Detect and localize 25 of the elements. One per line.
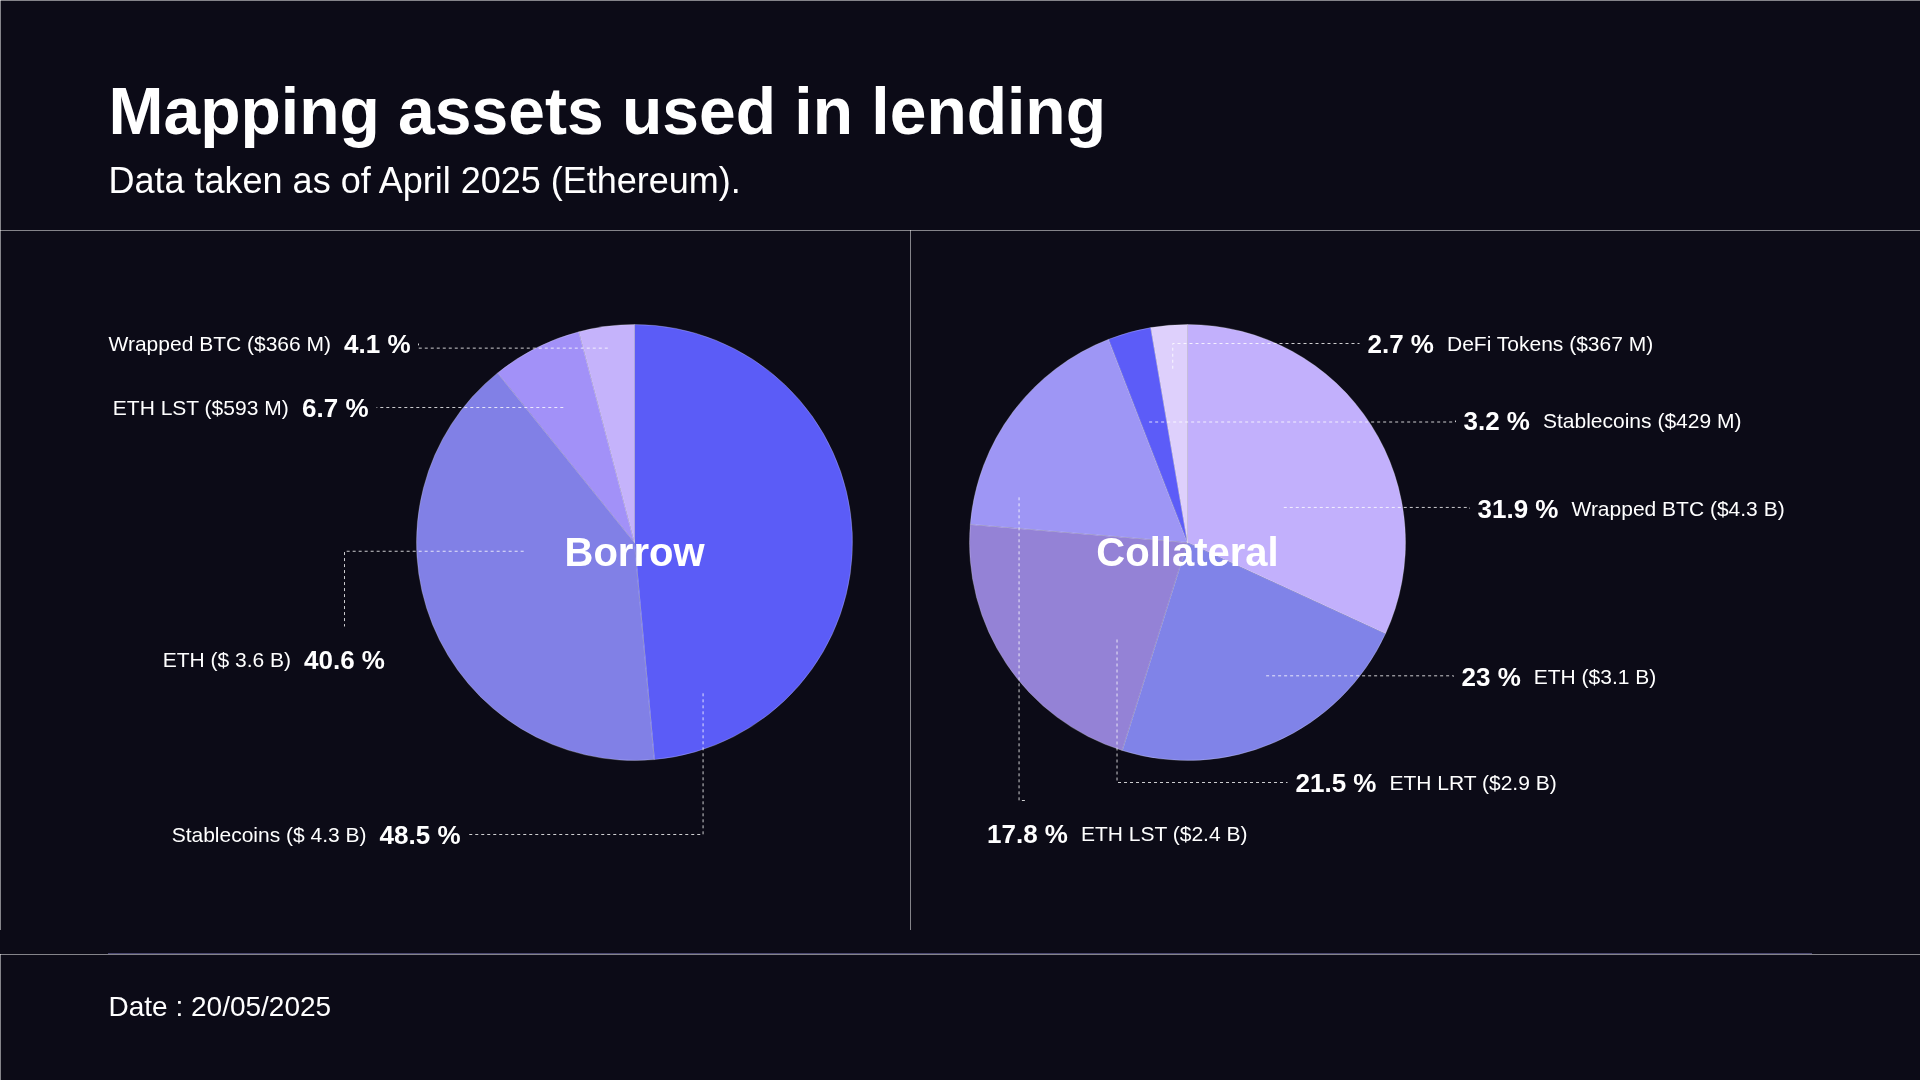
slice-label: Stablecoins ($429 M) (1542, 409, 1742, 432)
data-label: 6.7 % (302, 392, 369, 423)
data-label: 48.5 % (379, 819, 461, 850)
data-label: 2.7 % (1367, 328, 1434, 359)
slice-label: Wrapped BTC ($4.3 B) (1571, 497, 1785, 520)
data-label: 40.6 % (304, 644, 385, 675)
text: Data taken as of April 2025 (Ethereum). (108, 160, 741, 201)
text: Date : 20/05/2025 (108, 991, 332, 1022)
slice-label: DeFi Tokens ($367 M) (1446, 332, 1654, 355)
slice-label: ETH LST ($2.4 B) (1080, 822, 1248, 845)
slice-label: ETH LST ($593 M) (112, 396, 289, 419)
slice-label: Stablecoins ($ 4.3 B) (171, 823, 367, 846)
slice-label: Wrapped BTC ($366 M) (108, 332, 332, 355)
slice-label: ETH ($ 3.6 B) (162, 648, 292, 671)
data-label: 3.2 % (1463, 405, 1530, 436)
data-label: 21.5 % (1295, 767, 1377, 798)
data-label: 31.9 % (1477, 493, 1559, 524)
text: Collateral (1096, 529, 1279, 574)
data-label: 23 % (1461, 661, 1521, 692)
data-label: 4.1 % (344, 328, 411, 359)
text: Borrow (564, 529, 706, 574)
slice-label: ETH ($3.1 B) (1533, 665, 1657, 688)
data-label: 17.8 % (987, 818, 1068, 849)
slice-label: ETH LRT ($2.9 B) (1389, 771, 1557, 794)
text: Mapping assets used in lending (108, 73, 1106, 148)
